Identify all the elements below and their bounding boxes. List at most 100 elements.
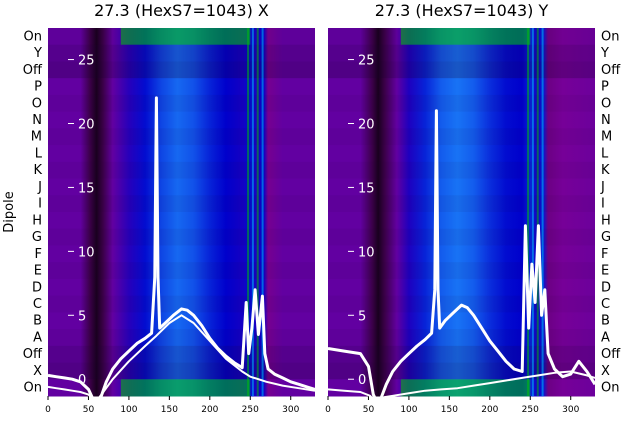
x-tick-label: 0 bbox=[45, 405, 51, 415]
row-label: I bbox=[38, 197, 42, 212]
row-shade-10 bbox=[48, 195, 315, 213]
row-label: G bbox=[601, 230, 611, 245]
row-label: P bbox=[601, 80, 609, 95]
overlay-tick-label: 0 bbox=[78, 373, 86, 388]
heatmap-row-3 bbox=[48, 78, 315, 96]
row-shade-8 bbox=[328, 161, 595, 180]
row-label: Off bbox=[23, 347, 43, 362]
row-highlight-21 bbox=[120, 379, 251, 397]
row-shade-19 bbox=[328, 345, 595, 364]
row-shade-12 bbox=[48, 228, 315, 246]
row-label: I bbox=[601, 197, 605, 212]
overlay-tick-label: 25 bbox=[78, 54, 95, 69]
x-tick-label: 150 bbox=[441, 405, 458, 415]
overlay-tick-label: 5 bbox=[78, 309, 86, 324]
row-label: J bbox=[37, 180, 42, 195]
heatmap-row-17 bbox=[328, 312, 595, 330]
row-shade-14 bbox=[328, 262, 595, 280]
row-label: Off bbox=[23, 63, 43, 78]
x-tick-label: 150 bbox=[161, 405, 178, 415]
row-label: On bbox=[24, 29, 42, 44]
overlay-tick-label: 15 bbox=[358, 181, 375, 196]
streak bbox=[247, 28, 250, 396]
row-shade-18 bbox=[328, 329, 595, 347]
row-label: C bbox=[33, 297, 42, 312]
streak bbox=[527, 28, 530, 396]
row-shade-18 bbox=[48, 329, 315, 347]
x-tick-label: 0 bbox=[325, 405, 331, 415]
x-tick-label: 100 bbox=[400, 405, 417, 415]
heatmap-row-7 bbox=[328, 145, 595, 163]
x-tick-label: 300 bbox=[282, 405, 299, 415]
heatmap-panel-x: 27.3 (HexS7=1043) X On Y Off PONMLKJIHGFEDCB… bbox=[2, 1, 316, 415]
streak bbox=[261, 28, 264, 396]
row-label: E bbox=[34, 264, 42, 279]
row-label: F bbox=[35, 247, 42, 262]
row-label: On bbox=[601, 29, 619, 44]
row-label: O bbox=[601, 96, 611, 111]
row-highlight-0 bbox=[120, 28, 251, 46]
series-line-1 bbox=[47, 314, 316, 402]
row-label: Y bbox=[600, 46, 609, 61]
row-label: On bbox=[601, 381, 619, 396]
streak bbox=[531, 28, 534, 396]
x-tick-label: 250 bbox=[522, 405, 539, 415]
streak bbox=[536, 28, 539, 396]
row-label: Off bbox=[601, 63, 621, 78]
heatmap-row-3 bbox=[328, 78, 595, 96]
x-tick-label: 300 bbox=[562, 405, 579, 415]
row-label: D bbox=[32, 280, 42, 295]
row-label: H bbox=[601, 213, 611, 228]
row-shade-10 bbox=[328, 195, 595, 213]
row-label: B bbox=[601, 314, 610, 329]
row-label: Y bbox=[33, 46, 42, 61]
overlay-tick-label: 10 bbox=[78, 245, 95, 260]
overlay-tick-label: 0 bbox=[358, 373, 366, 388]
row-label: M bbox=[601, 130, 612, 145]
row-label: M bbox=[31, 130, 42, 145]
row-shade-4 bbox=[48, 94, 315, 113]
row-highlight-0 bbox=[400, 28, 531, 46]
series-line-1 bbox=[327, 370, 596, 402]
heatmap-row-15 bbox=[48, 278, 315, 297]
heatmap-row-11 bbox=[328, 212, 595, 230]
overlay-tick-label: 15 bbox=[78, 181, 95, 196]
row-label: N bbox=[601, 113, 611, 128]
row-label: P bbox=[34, 80, 42, 95]
overlay-tick-label: 20 bbox=[358, 118, 375, 133]
x-tick-label: 200 bbox=[481, 405, 498, 415]
row-shade-14 bbox=[48, 262, 315, 280]
overlay-tick-label: 5 bbox=[358, 309, 366, 324]
streak bbox=[541, 28, 544, 396]
heatmap-row-11 bbox=[48, 212, 315, 230]
x-tick-label: 200 bbox=[201, 405, 218, 415]
overlay-tick-label: 20 bbox=[78, 118, 95, 133]
row-label: G bbox=[32, 230, 42, 245]
row-label: On bbox=[24, 381, 42, 396]
row-label: X bbox=[33, 364, 42, 379]
x-tick-label: 250 bbox=[242, 405, 259, 415]
row-label: L bbox=[601, 146, 609, 161]
row-shade-20 bbox=[48, 362, 315, 380]
overlay-tick-label: 25 bbox=[358, 54, 375, 69]
heatmap-row-15 bbox=[328, 278, 595, 297]
x-tick-label: 50 bbox=[363, 405, 375, 415]
overlay-tick-label: 10 bbox=[358, 245, 375, 260]
row-shade-12 bbox=[328, 228, 595, 246]
streak bbox=[256, 28, 259, 396]
streak bbox=[251, 28, 254, 396]
row-label: K bbox=[33, 163, 42, 178]
row-label: F bbox=[601, 247, 608, 262]
y-axis-label: Dipole bbox=[2, 191, 17, 232]
heatmap-row-7 bbox=[48, 145, 315, 163]
row-label: L bbox=[35, 146, 43, 161]
row-label: D bbox=[601, 280, 611, 295]
row-label: A bbox=[33, 330, 42, 345]
row-label: N bbox=[32, 113, 42, 128]
row-label: J bbox=[600, 180, 605, 195]
row-label: B bbox=[33, 314, 42, 329]
row-label: Off bbox=[601, 347, 621, 362]
row-label: X bbox=[601, 364, 610, 379]
chart-title: 27.3 (HexS7=1043) Y bbox=[375, 1, 549, 20]
series-line-0 bbox=[327, 109, 597, 403]
